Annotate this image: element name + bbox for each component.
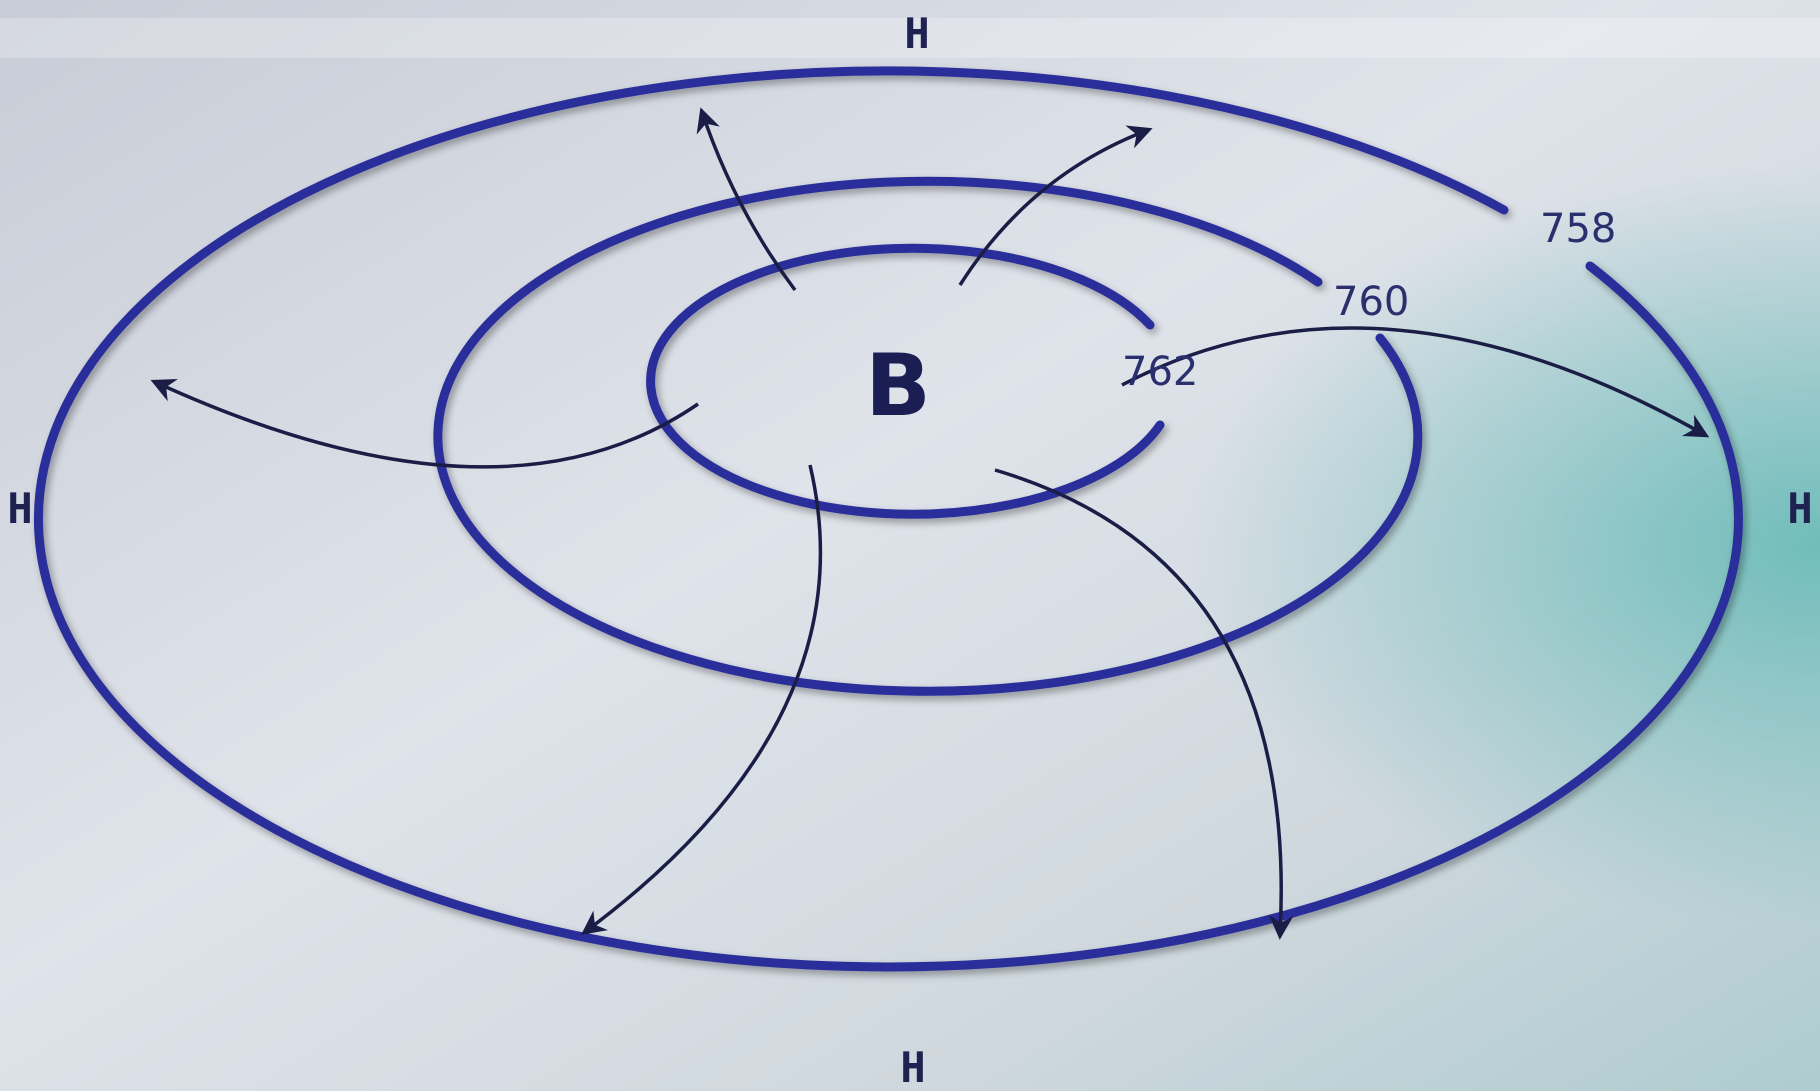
wind-arrow-southwest <box>581 464 823 935</box>
wind-arrow-northeast <box>958 125 1153 286</box>
isobar-middle <box>433 176 1423 696</box>
isobar-outer <box>33 66 1743 972</box>
center-label: B <box>865 336 931 436</box>
isobar-label-middle: 760 <box>1333 279 1409 325</box>
label-bottom: H <box>900 1043 925 1091</box>
wind-arrow-southeast <box>994 468 1294 940</box>
label-left: H <box>7 484 32 533</box>
isobar-label-outer: 758 <box>1540 206 1616 252</box>
isobar-inner <box>646 243 1165 519</box>
label-right: H <box>1787 484 1812 533</box>
wind-arrow-east <box>1121 326 1710 438</box>
wind-arrow-west <box>150 379 699 469</box>
isobar-label-inner: 762 <box>1122 349 1198 395</box>
wind-arrow-north <box>696 107 797 292</box>
background-streak <box>0 18 1820 58</box>
label-top: H <box>904 9 929 58</box>
